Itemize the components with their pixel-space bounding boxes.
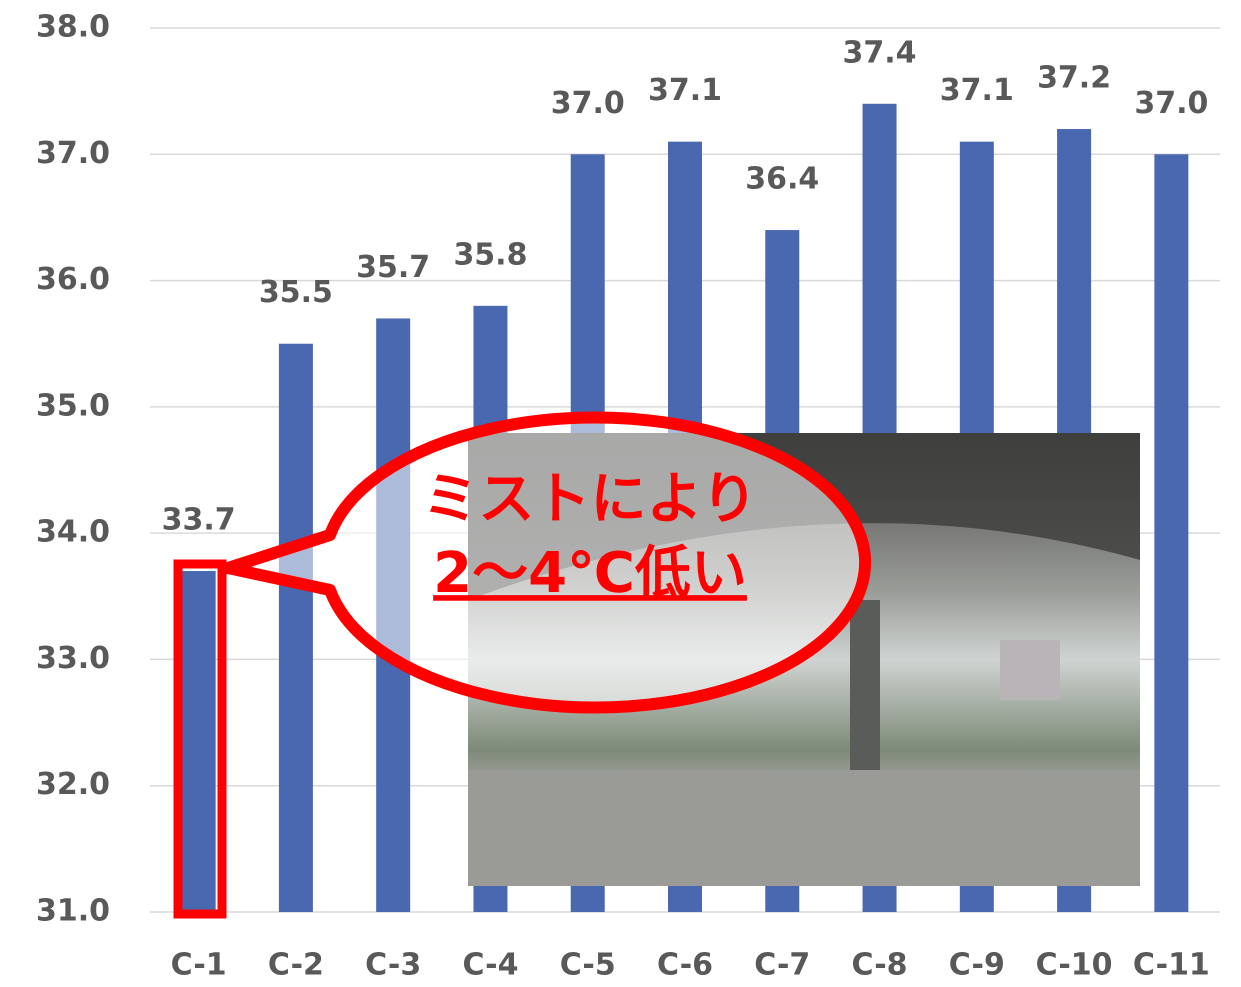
- bar: [278, 343, 313, 912]
- value-label: 33.7: [162, 503, 236, 538]
- y-tick-label: 38.0: [36, 10, 110, 45]
- value-label: 37.0: [551, 86, 625, 121]
- annotation: ミストにより: [423, 467, 758, 532]
- x-tick-label: C-2: [268, 948, 324, 983]
- value-label: 35.8: [453, 237, 527, 272]
- x-tick-label: C-3: [365, 948, 421, 983]
- highlight-box: [173, 559, 227, 919]
- y-tick-label: 35.0: [36, 388, 110, 423]
- x-tick-label: C-4: [462, 948, 518, 983]
- value-label: 35.7: [356, 250, 430, 285]
- bar: [1154, 154, 1189, 913]
- y-tick-label: 37.0: [36, 136, 110, 171]
- value-label: 37.1: [940, 73, 1014, 108]
- x-tick-label: C-6: [657, 948, 713, 983]
- annotation: 2～4℃低い: [433, 541, 747, 606]
- value-label: 37.1: [648, 73, 722, 108]
- y-tick-label: 32.0: [36, 767, 110, 802]
- x-tick-label: C-7: [754, 948, 810, 983]
- y-tick-label: 36.0: [36, 262, 110, 297]
- value-label: 35.5: [259, 275, 333, 310]
- x-tick-label: C-5: [560, 948, 616, 983]
- y-tick-label: 34.0: [36, 515, 110, 550]
- x-tick-label: C-8: [852, 948, 908, 983]
- x-tick-label: C-9: [949, 948, 1005, 983]
- value-label: 37.4: [843, 35, 917, 70]
- value-label: 37.2: [1037, 61, 1111, 96]
- y-tick-label: 33.0: [36, 641, 110, 676]
- x-tick-label: C-10: [1036, 948, 1113, 983]
- x-tick-label: C-1: [171, 948, 227, 983]
- bar: [181, 571, 216, 912]
- value-label: 36.4: [745, 162, 819, 197]
- value-label: 37.0: [1134, 86, 1208, 121]
- callout: [173, 411, 872, 919]
- x-tick-label: C-11: [1133, 948, 1210, 983]
- y-tick-label: 31.0: [36, 894, 110, 929]
